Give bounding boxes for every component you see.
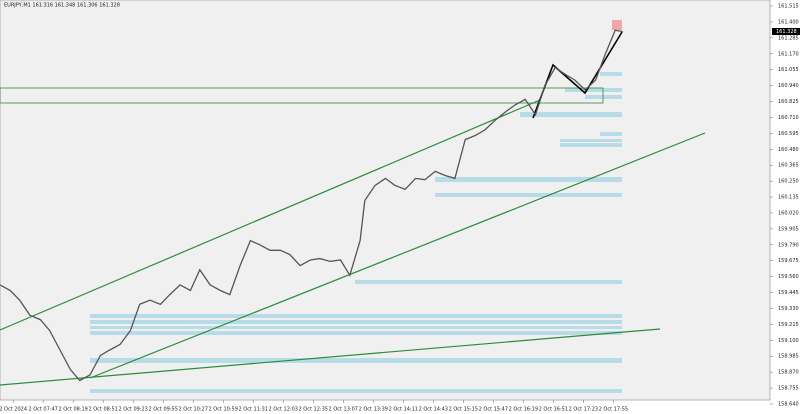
y-tick-label: 160.595: [778, 131, 799, 137]
x-tick-label: 2 Oct 13:39: [359, 407, 388, 413]
y-tick-label: 159.905: [778, 226, 799, 232]
range-box: [0, 87, 604, 104]
y-tick-label: 159.215: [778, 322, 799, 328]
x-tick-label: 2 Oct 09:55: [148, 407, 177, 413]
x-tick-label: 2 Oct 14:43: [419, 407, 448, 413]
price-box: [772, 28, 800, 35]
y-tick-label: 160.020: [778, 210, 799, 216]
zone: [355, 280, 622, 284]
y-tick-label: 158.985: [778, 354, 799, 360]
y-tick-label: 160.135: [778, 195, 799, 201]
zone: [600, 72, 622, 76]
price-line: [0, 29, 623, 382]
y-tick-label: 158.870: [778, 370, 799, 376]
x-tick-label: 2 Oct 07:47: [28, 407, 57, 413]
zone: [585, 95, 622, 99]
zone: [90, 331, 622, 335]
y-tick-label: 160.480: [778, 147, 799, 153]
x-tick-label: 2 Oct 15:15: [449, 407, 478, 413]
channel-line: [89, 132, 706, 379]
trend-line: [0, 328, 661, 386]
zone: [90, 314, 622, 318]
x-tick-label: 2 Oct 17:55: [599, 407, 628, 413]
x-tick-label: 2 Oct 09:23: [118, 407, 147, 413]
zone: [565, 88, 622, 92]
y-tick-label: 159.675: [778, 258, 799, 264]
zone: [90, 320, 622, 324]
zone: [90, 389, 622, 393]
y-tick-label: 160.710: [778, 115, 799, 121]
plot-area: [0, 0, 771, 401]
zone: [90, 326, 622, 329]
x-tick-label: 2 Oct 10:27: [178, 407, 207, 413]
y-tick-label: 158.755: [778, 386, 799, 392]
y-tick-label: 160.250: [778, 179, 799, 185]
y-tick-label: 161.055: [778, 67, 799, 73]
zone: [520, 112, 622, 117]
y-tick-label: 159.330: [778, 306, 799, 312]
y-tick-label: 160.825: [778, 99, 799, 105]
y-tick-label: 161.285: [778, 35, 799, 41]
x-tick-label: 2 Oct 08:51: [88, 407, 117, 413]
zone: [560, 139, 622, 142]
y-tick-label: 159.445: [778, 290, 799, 296]
zone: [600, 132, 622, 136]
x-tick-label: 2 Oct 12:35: [299, 407, 328, 413]
zone: [435, 193, 622, 197]
price-label: 161.328: [776, 29, 797, 35]
zone: [90, 358, 622, 363]
y-tick-label: 161.400: [778, 19, 799, 25]
x-tick-label: 2 Oct 17:23: [569, 407, 598, 413]
zone: [612, 20, 622, 30]
zone: [435, 177, 622, 182]
y-tick-label: 159.790: [778, 242, 799, 248]
y-tick-label: 160.365: [778, 163, 799, 169]
y-tick-label: 160.940: [778, 83, 799, 89]
zones: [90, 20, 622, 393]
x-tick-label: 2 Oct 2024: [0, 407, 27, 413]
x-tick-label: 2 Oct 14:11: [389, 407, 418, 413]
zone: [560, 143, 622, 147]
channel-line: [0, 99, 541, 331]
x-tick-label: 2 Oct 16:19: [509, 407, 538, 413]
x-tick-label: 2 Oct 13:07: [329, 407, 358, 413]
x-tick-label: 2 Oct 15:47: [479, 407, 508, 413]
chart-title: EURJPY,M1 161.316 161.348 161.306 161.32…: [4, 3, 120, 9]
y-tick-label: 161.515: [778, 4, 799, 10]
x-tick-label: 2 Oct 11:31: [239, 407, 268, 413]
x-tick-label: 2 Oct 10:59: [209, 407, 238, 413]
y-tick-label: 159.560: [778, 274, 799, 280]
x-tick-label: 2 Oct 08:19: [58, 407, 87, 413]
y-tick-label: 159.100: [778, 338, 799, 344]
y-tick-label: 161.170: [778, 51, 799, 57]
x-tick-label: 2 Oct 12:03: [269, 407, 298, 413]
y-tick-label: 158.640: [778, 402, 799, 408]
x-tick-label: 2 Oct 16:51: [539, 407, 568, 413]
